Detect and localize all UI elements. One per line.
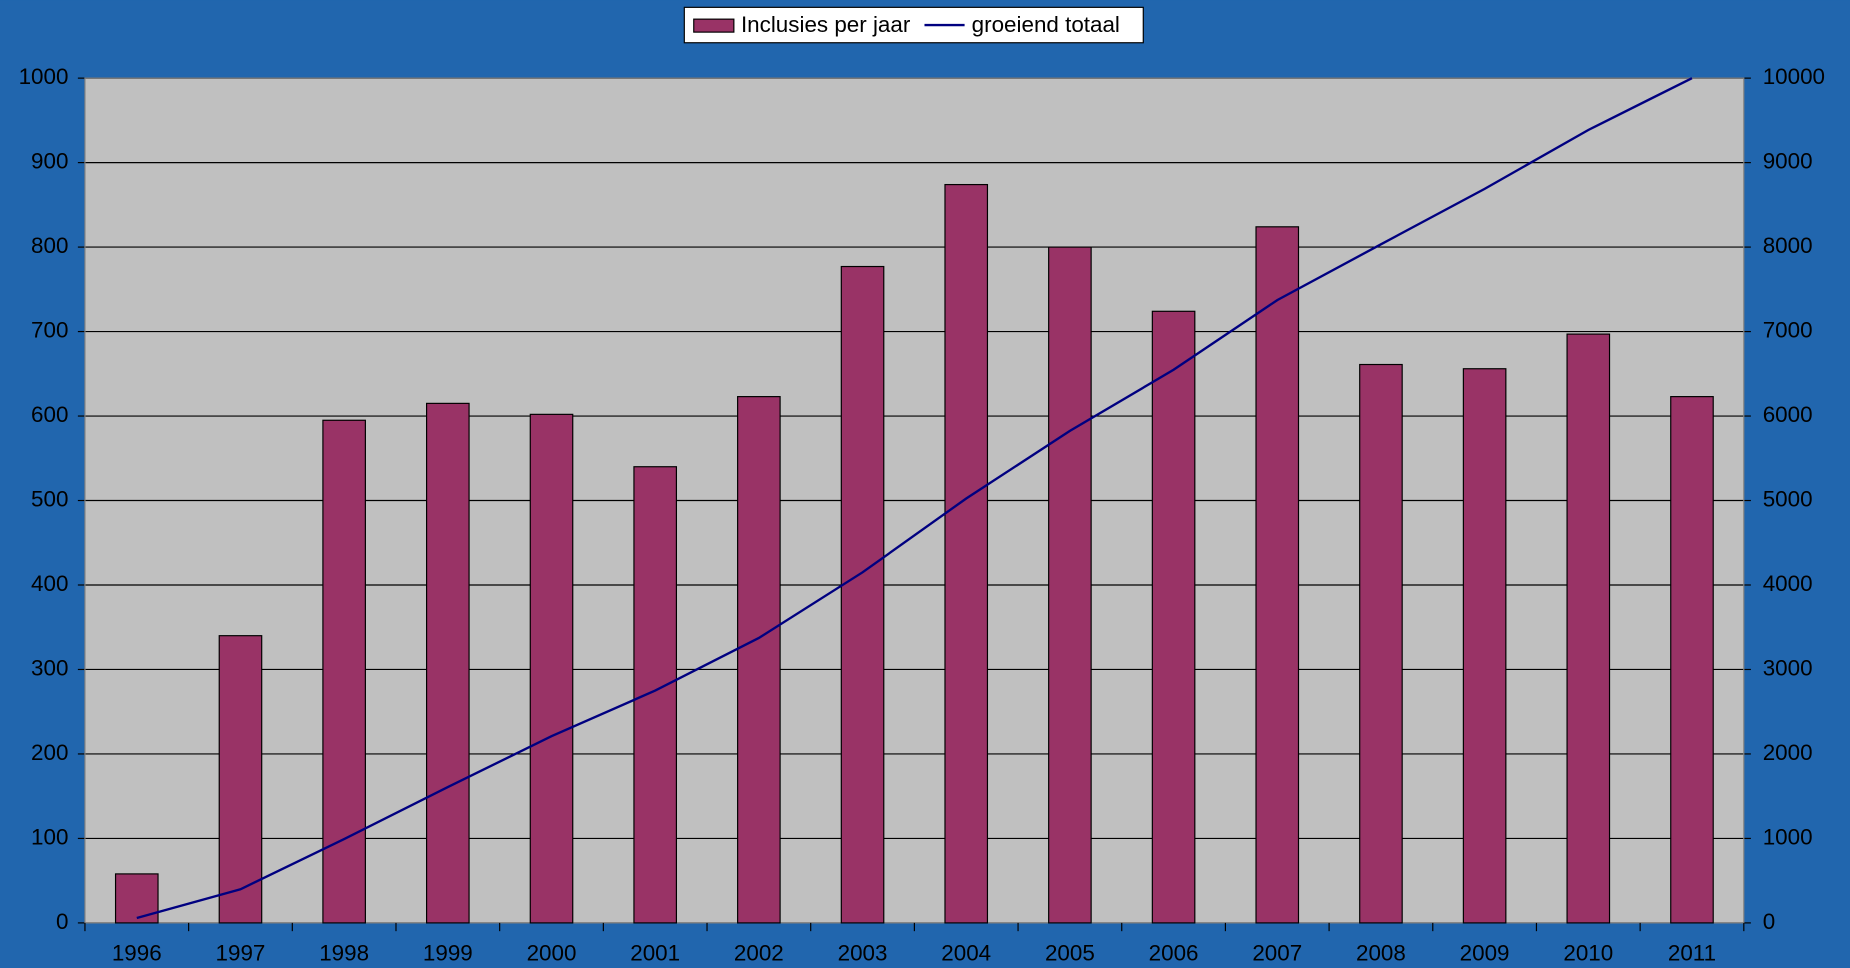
y-tick-label: 1000 — [19, 64, 69, 89]
x-tick-label: 2004 — [941, 941, 991, 966]
y-tick-label: 100 — [31, 824, 68, 849]
bar — [1048, 246, 1092, 924]
y2-tick-label: 9000 — [1763, 149, 1813, 174]
bar — [840, 265, 885, 924]
bar — [1151, 310, 1196, 924]
bar — [529, 413, 574, 924]
x-tick-label: 2007 — [1252, 941, 1302, 966]
y2-tick-label: 8000 — [1763, 233, 1813, 258]
y2-tick-label: 0 — [1763, 909, 1775, 934]
bar — [1462, 368, 1507, 924]
x-tick-label: 2005 — [1045, 941, 1095, 966]
x-tick-label: 2008 — [1356, 941, 1406, 966]
x-tick-label: 1997 — [216, 941, 266, 966]
y2-tick-label: 4000 — [1763, 571, 1813, 596]
y-tick-label: 400 — [31, 571, 68, 596]
y2-tick-label: 6000 — [1763, 402, 1813, 427]
x-tick-label: 1999 — [423, 941, 473, 966]
x-tick-label: 2011 — [1668, 941, 1716, 966]
y2-tick-label: 2000 — [1763, 740, 1813, 765]
bar — [633, 466, 678, 924]
bar — [1255, 226, 1300, 924]
bar — [1670, 396, 1714, 924]
y2-tick-label: 10000 — [1763, 64, 1825, 89]
legend-swatch — [693, 18, 735, 33]
bar — [1359, 363, 1403, 924]
y-tick-label: 300 — [31, 655, 68, 680]
y2-tick-label: 5000 — [1763, 486, 1813, 511]
y2-tick-label: 7000 — [1763, 317, 1813, 342]
x-tick-label: 2009 — [1460, 941, 1510, 966]
x-tick-label: 2000 — [527, 941, 577, 966]
y-tick-label: 700 — [31, 317, 68, 342]
y-tick-label: 800 — [31, 233, 68, 258]
line — [136, 77, 1693, 920]
bar — [737, 396, 781, 924]
legend-label: groeiend totaal — [972, 12, 1120, 37]
x-tick-label: 2010 — [1563, 941, 1613, 966]
y-tick-label: 200 — [31, 740, 68, 765]
legend-label: Inclusies per jaar — [741, 12, 911, 37]
x-tick-label: 1998 — [319, 941, 369, 966]
y-tick-label: 0 — [56, 909, 68, 934]
bar — [1566, 333, 1611, 924]
y2-tick-label: 3000 — [1763, 655, 1813, 680]
y-tick-label: 900 — [31, 149, 68, 174]
x-tick-label: 2001 — [630, 941, 680, 966]
y-tick-label: 600 — [31, 402, 68, 427]
bar — [425, 402, 470, 924]
x-tick-label: 2002 — [734, 941, 784, 966]
y-tick-label: 500 — [31, 486, 68, 511]
bar — [114, 873, 159, 924]
bar — [218, 635, 263, 924]
x-tick-label: 2003 — [838, 941, 888, 966]
legend-box — [683, 6, 1144, 44]
x-tick-label: 2006 — [1149, 941, 1199, 966]
y2-tick-label: 1000 — [1763, 824, 1813, 849]
bar — [944, 183, 989, 924]
x-tick-label: 1996 — [112, 941, 162, 966]
